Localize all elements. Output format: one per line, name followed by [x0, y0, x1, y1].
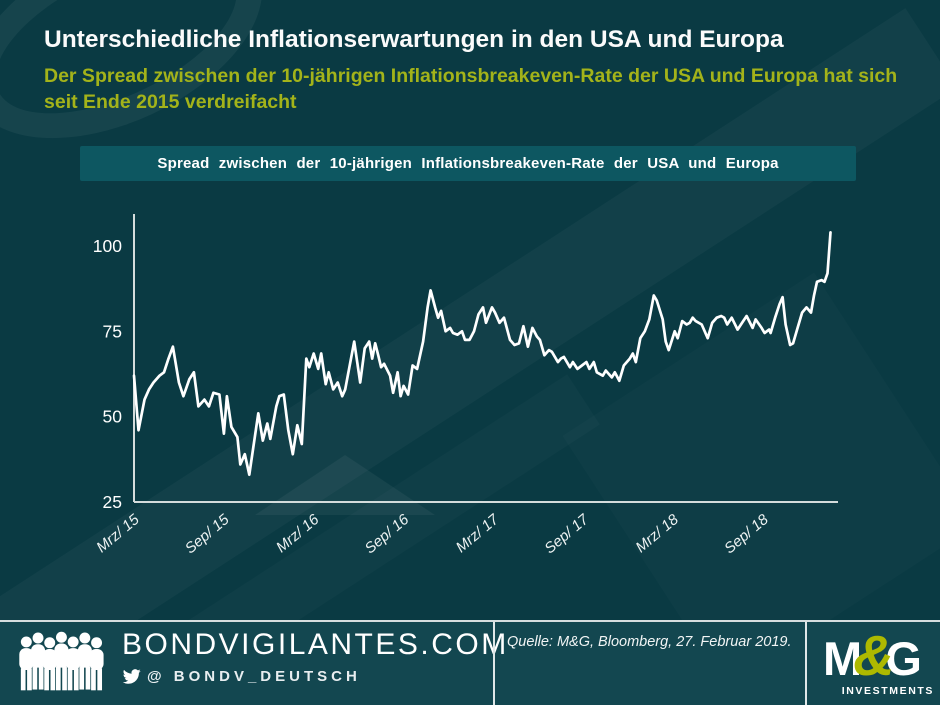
y-tick-label: 50 [103, 407, 123, 427]
twitter-handle: @ BONDV_DEUTSCH [147, 668, 361, 685]
mg-logo: M & G INVESTMENTS [805, 622, 940, 705]
mg-logo-letters: M & G [823, 624, 922, 688]
mg-logo-ampersand: & [853, 624, 895, 688]
y-tick-label: 25 [103, 492, 122, 512]
y-tick-label: 75 [103, 321, 122, 341]
page-title: Unterschiedliche Inflationserwartungen i… [44, 26, 784, 53]
x-tick-label: Sep/ 15 [182, 511, 233, 558]
people-group-icon [19, 631, 104, 691]
page-subtitle-line2: seit Ende 2015 verdreifacht [44, 90, 297, 113]
x-tick-label: Sep/ 17 [541, 511, 592, 558]
page-subtitle: Der Spread zwischen der 10-jährigen Infl… [44, 64, 924, 115]
chart-title: Spread zwischen der 10-jährigen Inflatio… [157, 155, 779, 172]
x-tick-label: Mrz/ 16 [273, 511, 323, 557]
footer-bar: BONDVIGILANTES.COM @ BONDV_DEUTSCH Quell… [0, 620, 940, 705]
x-tick-label: Mrz/ 15 [93, 511, 143, 557]
mg-logo-investments: INVESTMENTS [841, 685, 934, 697]
footer-divider [805, 622, 807, 705]
x-tick-label: Sep/ 16 [362, 511, 413, 558]
x-tick-label: Mrz/ 17 [453, 511, 503, 557]
x-tick-label: Sep/ 18 [721, 511, 772, 558]
page-subtitle-line1: Der Spread zwischen der 10-jährigen Infl… [44, 65, 898, 87]
twitter-row: @ BONDV_DEUTSCH [122, 667, 361, 686]
source-text: Quelle: M&G, Bloomberg, 27. Februar 2019… [507, 634, 792, 650]
twitter-icon [122, 669, 141, 684]
footer-divider [493, 622, 495, 705]
site-name: BONDVIGILANTES.COM [122, 628, 509, 661]
spread-line-series [132, 230, 832, 477]
mg-logo-m: M [823, 632, 863, 685]
x-tick-label: Mrz/ 18 [633, 511, 683, 557]
chart-title-bar: Spread zwischen der 10-jährigen Inflatio… [80, 146, 856, 181]
mg-logo-g: G [885, 632, 922, 685]
y-tick-label: 100 [93, 236, 122, 256]
